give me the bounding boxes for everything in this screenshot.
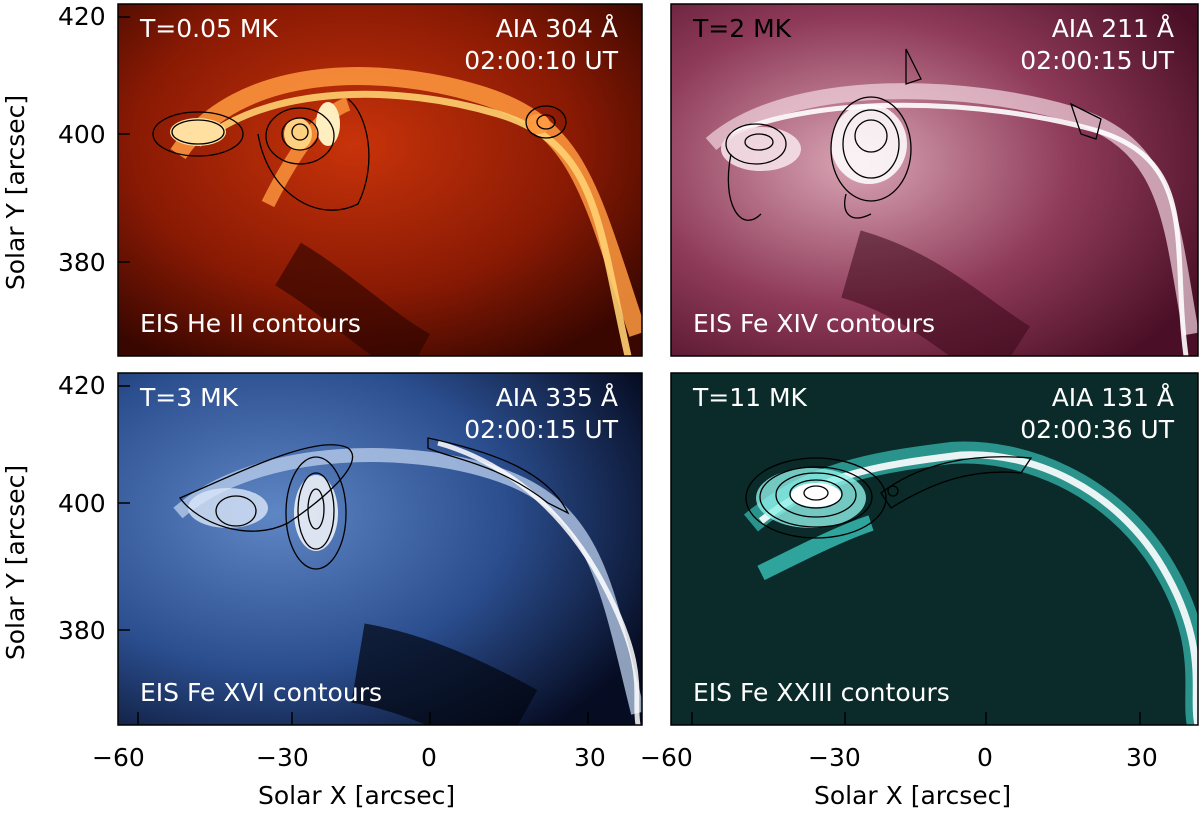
x-tick-label: 0 — [421, 743, 437, 772]
y-axis-title: Solar Y [arcsec] — [1, 464, 31, 661]
y-axis-title: Solar Y [arcsec] — [1, 94, 31, 291]
temperature-label: T=3 MK — [140, 383, 239, 412]
contour-label: EIS Fe XIV contours — [693, 309, 936, 338]
temperature-label: T=11 MK — [693, 383, 807, 412]
y-tick-label: 400 — [58, 489, 106, 518]
x-axis-title: Solar X [arcsec] — [258, 781, 456, 810]
panel-aia-211: T=2 MK AIA 211 Å 02:00:15 UT EIS Fe XIV … — [671, 4, 1198, 356]
contour-label: EIS He II contours — [140, 309, 361, 338]
aia-channel-label: AIA 211 Å — [1051, 14, 1174, 43]
y-tick-label: 380 — [58, 616, 106, 645]
timestamp-label: 02:00:15 UT — [464, 415, 618, 444]
y-tick-label: 380 — [58, 248, 106, 277]
x-tick-label: 30 — [574, 743, 606, 772]
aia-channel-label: AIA 335 Å — [495, 383, 618, 412]
panel-aia-304: T=0.05 MK AIA 304 Å 02:00:10 UT EIS He I… — [118, 4, 642, 356]
timestamp-label: 02:00:36 UT — [1020, 415, 1174, 444]
temperature-label: T=0.05 MK — [140, 14, 278, 43]
aia-channel-label: AIA 131 Å — [1051, 383, 1174, 412]
y-tick-label: 420 — [58, 2, 106, 31]
x-tick-label: −60 — [92, 743, 145, 772]
x-axis-title: Solar X [arcsec] — [814, 781, 1012, 810]
contour-label: EIS Fe XXIII contours — [693, 678, 950, 707]
temperature-label: T=2 MK — [693, 14, 792, 43]
x-tick-label: 0 — [977, 743, 993, 772]
y-tick-label: 400 — [58, 120, 106, 149]
y-tick-label: 420 — [58, 371, 106, 400]
x-tick-label: −30 — [256, 743, 309, 772]
x-tick-label: −60 — [640, 743, 693, 772]
panel-aia-131: T=11 MK AIA 131 Å 02:00:36 UT EIS Fe XXI… — [671, 373, 1198, 725]
timestamp-label: 02:00:10 UT — [464, 46, 618, 75]
timestamp-label: 02:00:15 UT — [1020, 46, 1174, 75]
panel-aia-335: T=3 MK AIA 335 Å 02:00:15 UT EIS Fe XVI … — [118, 373, 642, 725]
x-tick-label: −30 — [808, 743, 861, 772]
aia-channel-label: AIA 304 Å — [495, 14, 618, 43]
x-tick-label: 30 — [1126, 743, 1158, 772]
contour-label: EIS Fe XVI contours — [140, 678, 383, 707]
